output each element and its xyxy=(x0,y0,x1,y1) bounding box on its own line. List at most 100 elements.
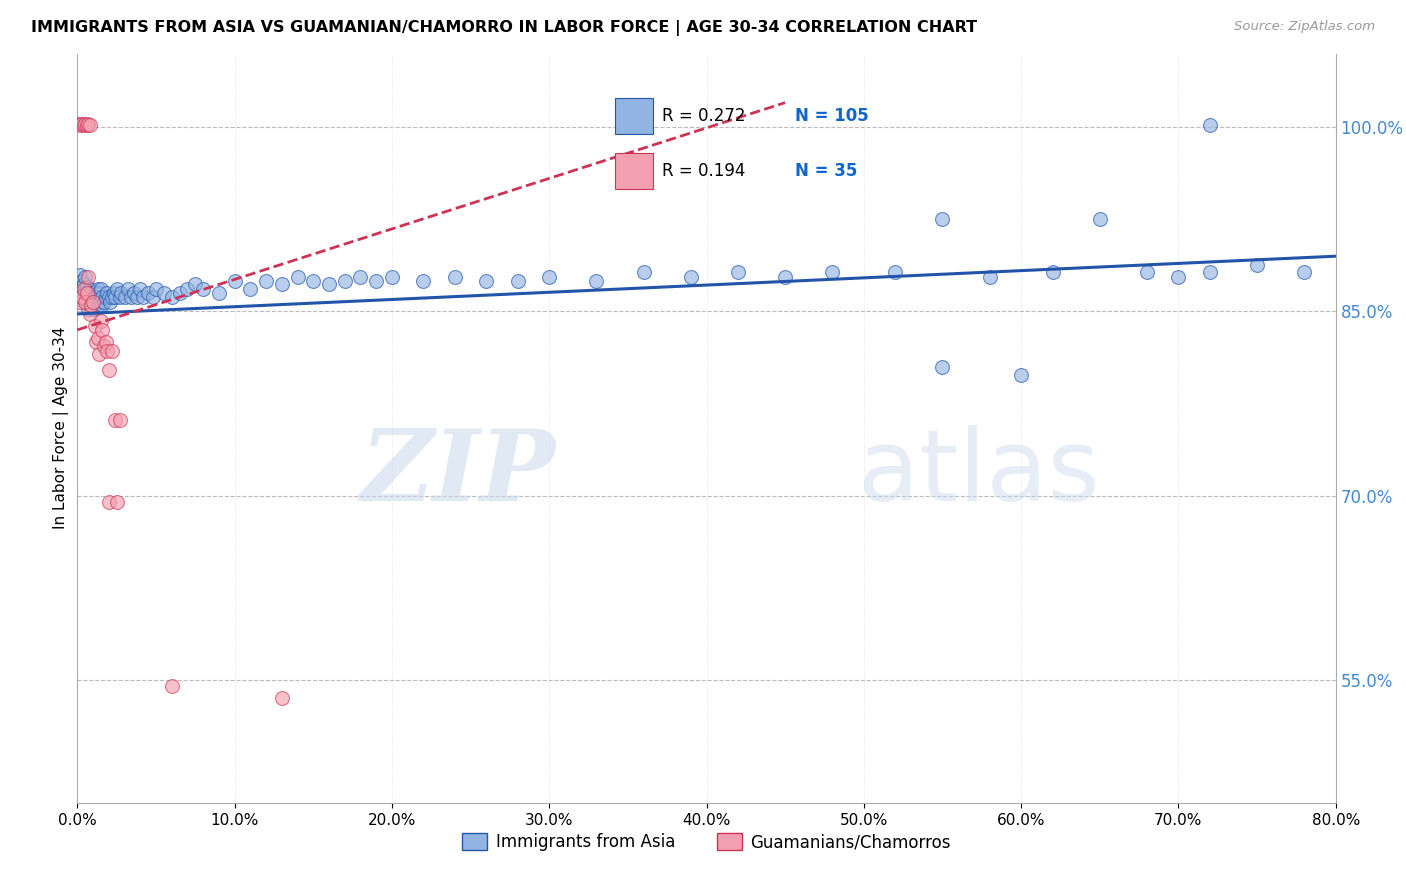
Point xyxy=(136,286,159,301)
Point xyxy=(79,307,101,321)
Point xyxy=(72,118,94,132)
Point xyxy=(224,274,246,288)
Point xyxy=(127,290,149,304)
Point xyxy=(633,265,655,279)
Point xyxy=(931,359,953,374)
Point xyxy=(104,290,127,304)
Point xyxy=(145,282,167,296)
Point xyxy=(69,268,91,282)
Point xyxy=(80,286,103,301)
Point xyxy=(67,290,90,304)
Point xyxy=(89,347,111,361)
Point xyxy=(1088,212,1111,227)
Point xyxy=(270,277,292,292)
Point xyxy=(82,290,104,304)
Point xyxy=(114,290,136,304)
Point xyxy=(105,495,128,509)
Point xyxy=(302,274,325,288)
Point xyxy=(75,116,97,130)
Point xyxy=(103,286,125,301)
Legend: Immigrants from Asia, Guamanians/Chamorros: Immigrants from Asia, Guamanians/Chamorr… xyxy=(456,827,957,858)
Point xyxy=(84,335,107,350)
Text: Source: ZipAtlas.com: Source: ZipAtlas.com xyxy=(1234,20,1375,33)
Point xyxy=(96,343,118,358)
Point xyxy=(727,265,749,279)
Point xyxy=(108,412,131,426)
Point xyxy=(76,286,98,301)
Point xyxy=(69,118,91,132)
Point xyxy=(132,290,155,304)
Point xyxy=(153,286,176,301)
Point xyxy=(349,270,371,285)
Point xyxy=(84,290,107,304)
Point xyxy=(76,280,98,294)
Point xyxy=(184,277,207,292)
Point xyxy=(101,343,124,358)
Point xyxy=(82,301,104,316)
Point xyxy=(1136,265,1159,279)
Point xyxy=(884,265,907,279)
Point xyxy=(120,290,142,304)
Point xyxy=(87,282,110,296)
Point xyxy=(104,412,127,426)
Point xyxy=(84,301,107,315)
Point xyxy=(67,116,90,130)
Point xyxy=(75,294,97,309)
Point xyxy=(69,286,91,301)
Point xyxy=(98,294,121,309)
Point xyxy=(333,274,356,288)
Point xyxy=(77,270,100,285)
Point xyxy=(1199,265,1222,279)
Point xyxy=(318,277,340,292)
Point xyxy=(70,274,93,288)
Point xyxy=(75,270,97,285)
Point xyxy=(1199,118,1222,132)
Point xyxy=(1010,368,1032,383)
Point xyxy=(287,270,309,285)
Point xyxy=(108,290,131,304)
Point xyxy=(77,116,100,130)
Point xyxy=(80,298,103,312)
Point xyxy=(381,270,404,285)
Point xyxy=(93,294,115,309)
Point xyxy=(90,314,112,328)
Point xyxy=(169,286,191,301)
Point xyxy=(1294,265,1316,279)
Point xyxy=(679,270,702,285)
Point xyxy=(506,274,529,288)
Point xyxy=(93,339,115,353)
Point xyxy=(110,286,132,301)
Point xyxy=(94,290,117,304)
Point xyxy=(70,116,93,130)
Point xyxy=(1246,258,1268,272)
Point xyxy=(475,274,498,288)
Point xyxy=(80,298,103,312)
Point xyxy=(67,292,90,306)
Point xyxy=(366,274,388,288)
Point xyxy=(176,282,198,296)
Point xyxy=(91,323,114,337)
Point xyxy=(821,265,844,279)
Y-axis label: In Labor Force | Age 30-34: In Labor Force | Age 30-34 xyxy=(53,326,69,530)
Point xyxy=(270,691,292,706)
Text: ZIP: ZIP xyxy=(360,425,555,521)
Point xyxy=(97,495,120,509)
Point xyxy=(160,679,183,693)
Point xyxy=(76,294,98,309)
Point xyxy=(239,282,262,296)
Point xyxy=(142,290,165,304)
Point xyxy=(70,280,93,294)
Point xyxy=(538,270,561,285)
Point xyxy=(87,331,110,345)
Point xyxy=(69,294,91,309)
Point xyxy=(979,270,1001,285)
Point xyxy=(773,270,796,285)
Point xyxy=(585,274,607,288)
Point xyxy=(90,282,112,296)
Point xyxy=(87,294,110,309)
Point xyxy=(931,212,953,227)
Point xyxy=(105,282,128,296)
Point xyxy=(101,290,124,304)
Point xyxy=(97,290,120,304)
Point xyxy=(70,290,93,304)
